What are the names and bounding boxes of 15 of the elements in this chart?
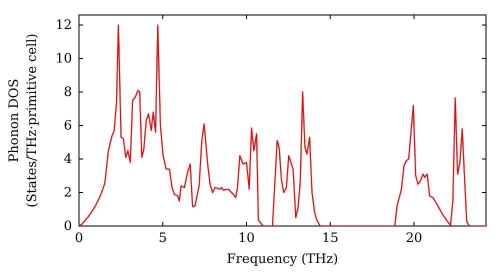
- y-tick-label: 12: [55, 18, 72, 34]
- x-tick-label: 15: [322, 231, 339, 246]
- line-series: [79, 24, 486, 226]
- x-tick-label: 5: [158, 231, 167, 246]
- y-tick-label: 10: [55, 52, 72, 67]
- x-axis-title: Frequency (THz): [226, 252, 338, 267]
- y-tick-label: 2: [64, 186, 72, 201]
- y-axis-title: Phonon DOS (States/THz·primitive cell): [7, 33, 40, 208]
- x-tick-label: 0: [74, 231, 84, 246]
- x-tick-label: 10: [238, 231, 255, 246]
- y-tick-label: 4: [64, 152, 72, 168]
- y-tick-label: 8: [64, 85, 72, 100]
- y-tick-label: 6: [64, 118, 72, 134]
- x-tick-label: 20: [406, 231, 422, 246]
- y-tick-label: 0: [64, 219, 72, 234]
